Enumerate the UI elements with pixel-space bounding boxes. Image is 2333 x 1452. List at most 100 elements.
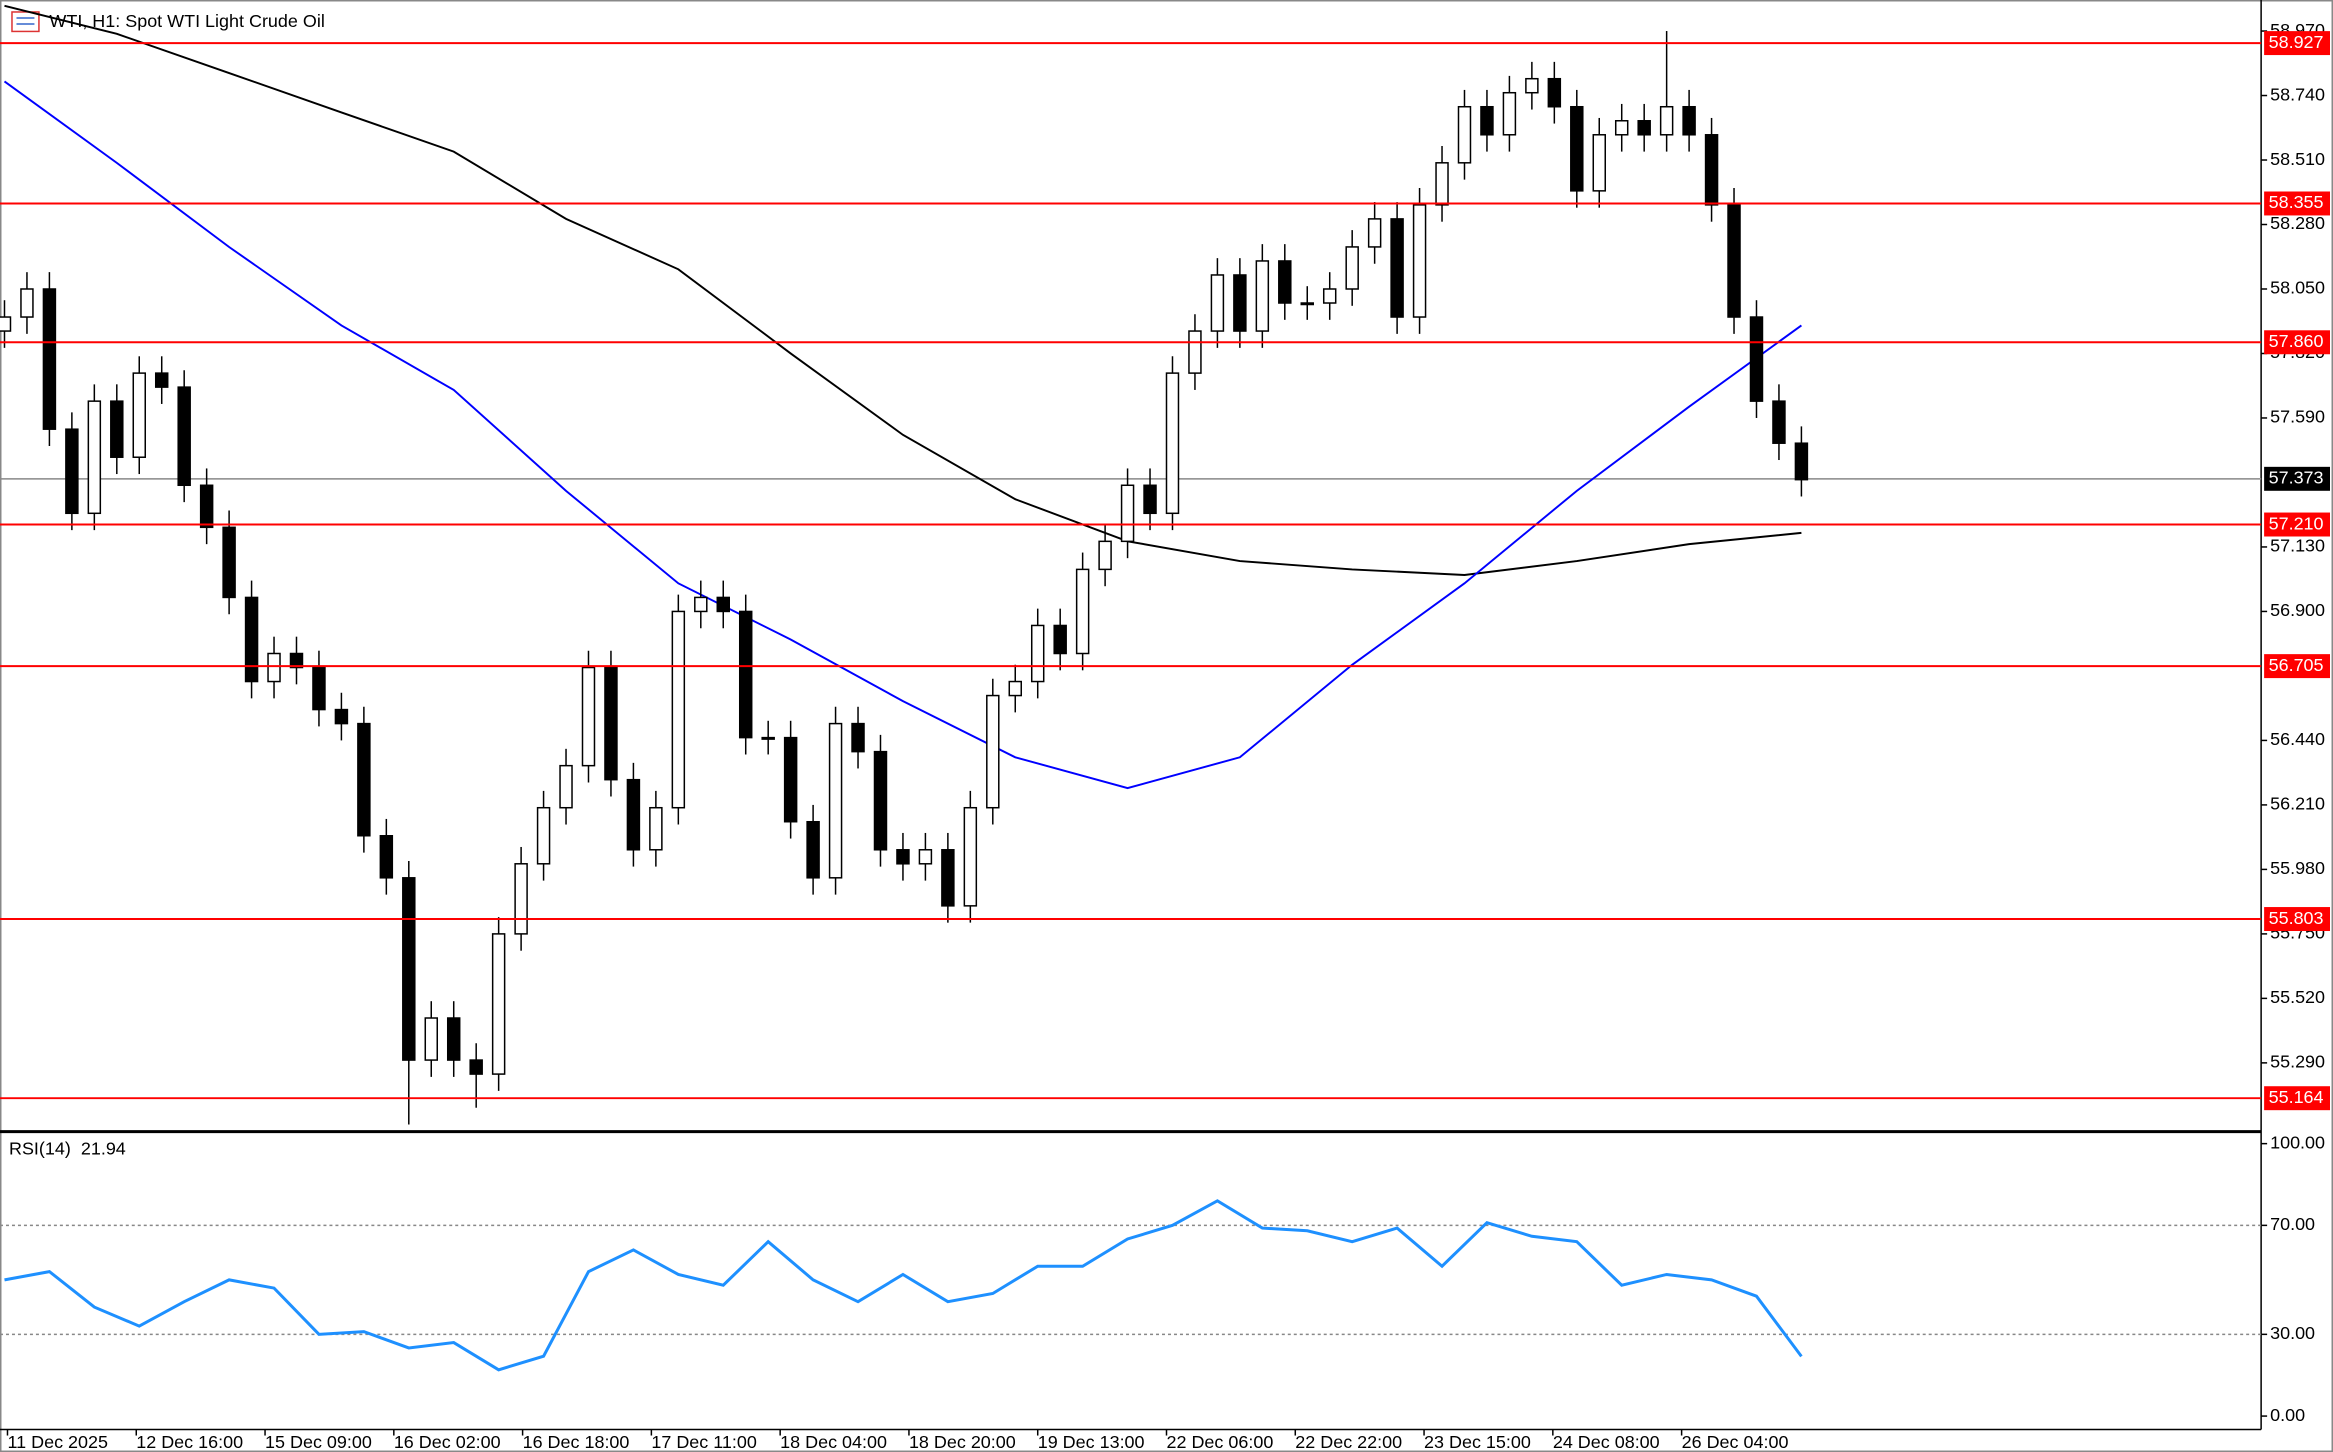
x-tick-label: 23 Dec 15:00 (1424, 1432, 1531, 1452)
x-tick-label: 26 Dec 04:00 (1682, 1432, 1789, 1452)
x-tick-label: 16 Dec 18:00 (523, 1432, 630, 1452)
candle-body (1098, 540, 1112, 571)
candle-body (1075, 568, 1090, 655)
candle-body (828, 722, 843, 879)
level-label: 57.210 (2269, 513, 2324, 533)
candle-body (20, 288, 34, 318)
level-label: 58.927 (2269, 32, 2324, 52)
rsi-tick-label: 70.00 (2270, 1214, 2315, 1234)
candle-body (177, 386, 191, 487)
candle-body (941, 849, 955, 907)
rsi-name: RSI(14) (9, 1138, 71, 1158)
y-tick-label: 57.590 (2270, 407, 2325, 427)
candle-body (851, 722, 865, 753)
candle-body (1143, 484, 1157, 515)
level-label-box (2264, 907, 2331, 932)
level-label-box (2264, 330, 2331, 355)
candle-body (536, 806, 551, 865)
level-label: 55.164 (2269, 1087, 2324, 1107)
candle-body (244, 596, 259, 683)
candle-body (154, 372, 169, 388)
candle-body (716, 596, 730, 613)
candle-body (1053, 624, 1067, 655)
candle-body (1794, 442, 1809, 481)
candle-body (626, 778, 641, 851)
x-tick-label: 16 Dec 02:00 (394, 1432, 501, 1452)
candle-body (87, 400, 102, 515)
y-tick-label: 58.280 (2270, 213, 2325, 233)
level-label-box (2264, 191, 2331, 216)
candle-body (0, 316, 12, 332)
current-price-box (2264, 466, 2331, 491)
candle-body (1457, 105, 1472, 164)
candle-body (1614, 120, 1629, 136)
candle-body (1480, 105, 1494, 136)
candle-body (65, 428, 79, 515)
y-tick-label: 58.050 (2270, 278, 2325, 298)
candle-body (357, 722, 371, 837)
y-tick-label: 56.440 (2270, 729, 2325, 749)
candle-body (761, 736, 775, 740)
candle-body (1278, 260, 1292, 304)
candle-body (581, 666, 596, 767)
candle-body (469, 1059, 483, 1075)
level-label: 57.860 (2269, 331, 2324, 351)
candle-body (222, 526, 236, 599)
candle-body (1412, 204, 1427, 318)
candle-body (446, 1017, 461, 1061)
moving-average (4, 4, 1802, 576)
candle-body (1704, 134, 1719, 206)
candle-body (379, 835, 394, 879)
candle-body (1547, 77, 1562, 108)
candle-body (806, 820, 820, 879)
level-label-box (2264, 512, 2331, 537)
x-tick-label: 12 Dec 16:00 (136, 1432, 243, 1452)
candle-body (1525, 77, 1539, 94)
candle-body (1008, 680, 1022, 697)
moving-average (3, 80, 1802, 790)
x-tick-label: 17 Dec 11:00 (651, 1432, 756, 1452)
y-tick-label: 58.510 (2270, 149, 2325, 169)
level-label: 55.803 (2269, 908, 2324, 928)
level-label-box (2264, 654, 2331, 679)
current-price-label: 57.373 (2269, 468, 2324, 488)
candle-body (491, 933, 506, 1075)
candle-body (1390, 218, 1404, 318)
y-tick-label: 55.980 (2270, 858, 2325, 878)
rsi-tick-label: 0.00 (2270, 1405, 2305, 1425)
y-tick-label: 56.210 (2270, 794, 2325, 814)
candle-body (42, 288, 57, 430)
y-tick-label: 55.290 (2270, 1052, 2325, 1072)
rsi-value: 21.94 (81, 1138, 126, 1158)
candle-body (738, 610, 753, 739)
candle-body (1772, 400, 1786, 444)
x-tick-label: 22 Dec 22:00 (1295, 1432, 1402, 1452)
chart-title: WTI, H1: Spot WTI Light Crude Oil (49, 11, 324, 31)
candle-body (1502, 91, 1517, 136)
x-tick-label: 22 Dec 06:00 (1167, 1432, 1274, 1452)
candle-body (1300, 302, 1314, 306)
x-tick-label: 18 Dec 04:00 (780, 1432, 887, 1452)
candle-body (1637, 120, 1651, 136)
candle-body (402, 877, 416, 1061)
candle-body (312, 666, 326, 711)
candle-body (1255, 260, 1270, 332)
candle-body (1233, 274, 1247, 332)
candle-body (267, 652, 281, 683)
candle-body (1120, 484, 1135, 543)
x-tick-label: 18 Dec 20:00 (909, 1432, 1016, 1452)
candle-body (1322, 288, 1337, 304)
level-label: 56.705 (2269, 655, 2324, 675)
y-tick-label: 56.900 (2270, 600, 2325, 620)
candle-body (1188, 330, 1202, 374)
candle-body (1592, 134, 1606, 192)
candle-body (514, 863, 528, 935)
y-tick-label: 55.520 (2270, 987, 2325, 1007)
candle-body (1030, 624, 1045, 683)
rsi-tick-label: 100.00 (2270, 1132, 2325, 1152)
candle-body (1367, 218, 1382, 248)
candle-body (873, 750, 888, 851)
